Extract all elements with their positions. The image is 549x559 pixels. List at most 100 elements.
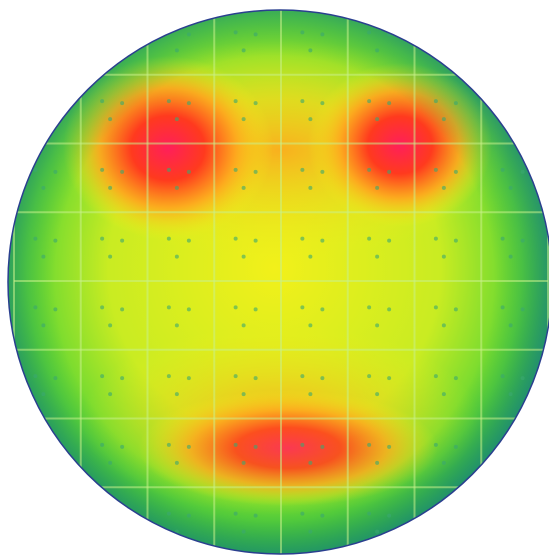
- die-marker: [387, 513, 392, 518]
- die-marker: [108, 529, 113, 534]
- die-marker: [108, 117, 113, 122]
- die-marker: [120, 238, 125, 243]
- die-marker: [387, 169, 392, 174]
- die-marker: [375, 48, 380, 53]
- die-marker: [367, 305, 372, 310]
- die-marker: [500, 167, 505, 172]
- die-marker: [433, 167, 438, 172]
- die-marker: [308, 185, 313, 190]
- die-marker: [41, 254, 46, 259]
- die-marker: [53, 101, 58, 106]
- die-marker: [120, 513, 125, 518]
- die-marker: [320, 513, 325, 518]
- die-marker: [367, 99, 372, 104]
- die-marker: [174, 48, 179, 53]
- die-marker: [500, 30, 505, 35]
- die-marker: [166, 99, 171, 104]
- die-marker: [300, 374, 305, 379]
- die-marker: [233, 374, 238, 379]
- die-marker: [120, 32, 125, 37]
- die-marker: [433, 236, 438, 241]
- die-marker: [186, 32, 191, 37]
- die-marker: [453, 307, 458, 312]
- die-marker: [233, 236, 238, 241]
- die-marker: [508, 185, 513, 190]
- die-marker: [367, 374, 372, 379]
- die-marker: [300, 236, 305, 241]
- die-marker: [53, 32, 58, 37]
- die-marker: [308, 323, 313, 328]
- die-marker: [441, 117, 446, 122]
- die-marker: [41, 117, 46, 122]
- die-marker: [433, 305, 438, 310]
- die-marker: [441, 460, 446, 465]
- die-marker: [233, 305, 238, 310]
- die-marker: [166, 374, 171, 379]
- die-marker: [433, 30, 438, 35]
- die-marker: [100, 442, 105, 447]
- die-marker: [508, 392, 513, 397]
- die-marker: [253, 376, 258, 381]
- die-marker: [174, 392, 179, 397]
- die-marker: [367, 511, 372, 516]
- die-marker: [375, 529, 380, 534]
- die-marker: [441, 48, 446, 53]
- die-marker: [520, 376, 525, 381]
- die-marker: [120, 101, 125, 106]
- die-marker: [33, 167, 38, 172]
- die-marker: [320, 376, 325, 381]
- die-marker: [100, 99, 105, 104]
- die-marker: [33, 30, 38, 35]
- die-marker: [500, 511, 505, 516]
- die-marker: [186, 238, 191, 243]
- die-marker: [100, 236, 105, 241]
- die-marker: [308, 254, 313, 259]
- die-marker: [100, 30, 105, 35]
- die-marker: [520, 513, 525, 518]
- die-marker: [320, 32, 325, 37]
- die-marker: [520, 101, 525, 106]
- die-marker: [108, 323, 113, 328]
- die-marker: [520, 32, 525, 37]
- die-marker: [233, 511, 238, 516]
- die-marker: [41, 323, 46, 328]
- die-marker: [508, 48, 513, 53]
- die-marker: [41, 529, 46, 534]
- die-marker: [33, 442, 38, 447]
- die-marker: [108, 185, 113, 190]
- die-marker: [100, 374, 105, 379]
- die-marker: [508, 460, 513, 465]
- die-marker: [508, 254, 513, 259]
- die-marker: [166, 305, 171, 310]
- die-marker: [375, 323, 380, 328]
- die-marker: [367, 167, 372, 172]
- die-marker: [174, 185, 179, 190]
- die-marker: [441, 323, 446, 328]
- die-marker: [320, 444, 325, 449]
- die-marker: [500, 442, 505, 447]
- die-marker: [241, 529, 246, 534]
- die-marker: [241, 460, 246, 465]
- die-marker: [441, 529, 446, 534]
- die-marker: [108, 48, 113, 53]
- die-marker: [100, 305, 105, 310]
- die-marker: [453, 376, 458, 381]
- die-marker: [453, 32, 458, 37]
- die-marker: [500, 99, 505, 104]
- wafer-outline: [7, 9, 549, 555]
- die-marker: [375, 185, 380, 190]
- die-marker: [120, 444, 125, 449]
- die-marker: [174, 460, 179, 465]
- die-marker: [441, 185, 446, 190]
- die-marker: [166, 511, 171, 516]
- die-marker: [41, 48, 46, 53]
- die-marker: [33, 511, 38, 516]
- die-marker: [300, 305, 305, 310]
- die-marker: [300, 99, 305, 104]
- die-marker: [174, 117, 179, 122]
- die-marker: [520, 444, 525, 449]
- die-marker: [108, 254, 113, 259]
- die-marker: [108, 392, 113, 397]
- die-marker: [53, 444, 58, 449]
